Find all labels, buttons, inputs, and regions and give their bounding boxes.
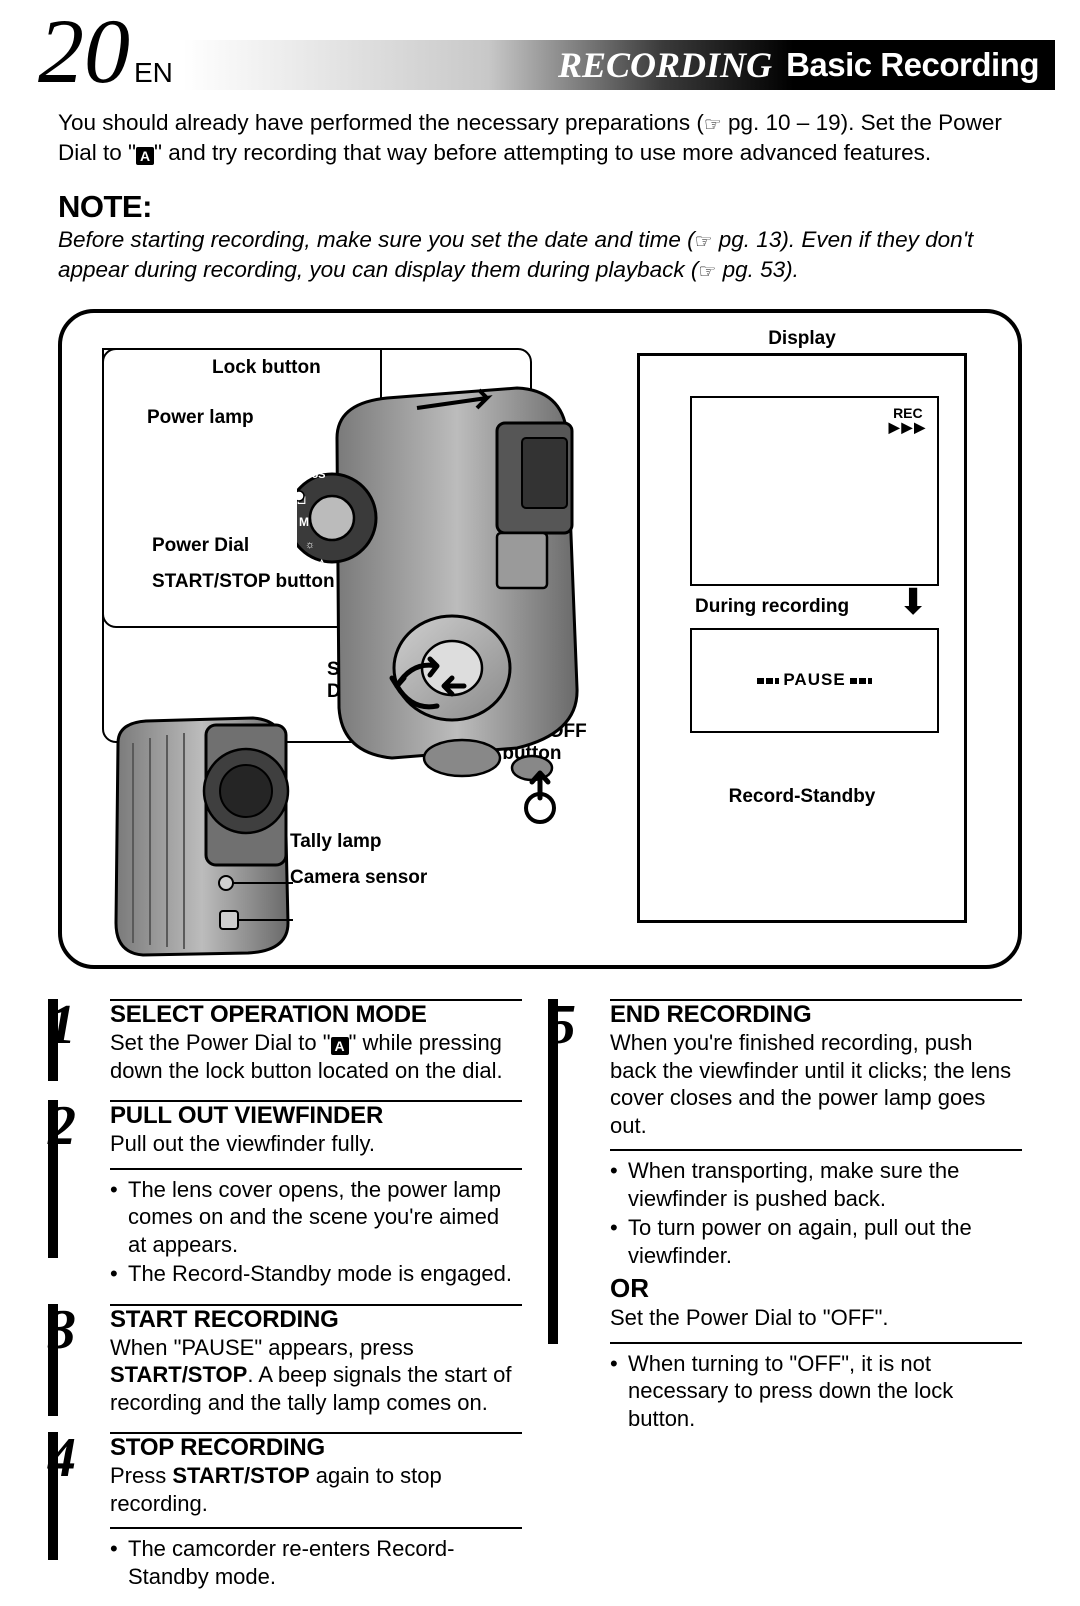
bullet-item: The lens cover opens, the power lamp com… <box>110 1176 522 1259</box>
steps-container: 1 SELECT OPERATION MODE Set the Power Di… <box>0 969 1080 1606</box>
pause-label: PAUSE <box>753 670 875 690</box>
intro-text: You should already have performed the ne… <box>0 108 1080 167</box>
header-subtitle: Basic Recording <box>786 46 1039 84</box>
label-during-recording: During recording <box>695 596 849 618</box>
step-bullets: The camcorder re-enters Record-Standby m… <box>110 1535 522 1590</box>
label-camera-sensor: Camera sensor <box>290 867 427 889</box>
pointer-icon: ☞ <box>695 229 713 255</box>
note-body: Before starting recording, make sure you… <box>0 225 1080 285</box>
label-power-dial: Power Dial <box>152 535 249 557</box>
step-2: 2 PULL OUT VIEWFINDER Pull out the viewf… <box>58 1100 522 1288</box>
bullet-item: When transporting, make sure the viewfin… <box>610 1157 1022 1212</box>
page-number: 20 <box>38 12 130 90</box>
page-lang: EN <box>134 57 173 89</box>
step4-pre: Press <box>110 1463 172 1488</box>
step-number: 1 <box>48 993 76 1057</box>
step-rule <box>110 1168 522 1170</box>
camcorder-front-illustration <box>98 713 298 963</box>
step-body: Set the Power Dial to "A" while pressing… <box>110 1029 522 1084</box>
page-number-wrap: 20 EN <box>38 12 173 90</box>
auto-mode-icon: A <box>331 1037 349 1055</box>
bullet-item: When turning to "OFF", it is not necessa… <box>610 1350 1022 1433</box>
rec-arrows-icon: ▶▶▶ <box>889 419 927 435</box>
ind-arrow-icon <box>510 768 570 828</box>
label-record-standby: Record-Standby <box>640 786 964 808</box>
steps-col-right: 5 END RECORDING When you're finished rec… <box>558 999 1022 1606</box>
step-number: 3 <box>48 1298 76 1362</box>
label-lock-button: Lock button <box>212 357 321 379</box>
svg-text:☼: ☼ <box>305 539 315 551</box>
auto-mode-icon: A <box>136 147 154 165</box>
page-header: 20 EN RECORDING Basic Recording <box>0 0 1080 90</box>
step3-strong: START/STOP <box>110 1362 247 1387</box>
bullet-item: The camcorder re-enters Record-Standby m… <box>110 1535 522 1590</box>
step4-strong: START/STOP <box>172 1463 309 1488</box>
select-dial-arrows-icon <box>382 651 472 721</box>
label-tally-lamp: Tally lamp <box>290 831 382 853</box>
step-body: Pull out the viewfinder fully. <box>110 1130 522 1158</box>
step-bullets: When turning to "OFF", it is not necessa… <box>610 1350 1022 1433</box>
label-power-lamp: Power lamp <box>147 407 254 429</box>
step-heading: START RECORDING <box>110 1304 522 1334</box>
or-heading: OR <box>610 1273 1022 1304</box>
intro-part2: " and try recording that way before atte… <box>154 140 931 165</box>
header-bar: RECORDING Basic Recording <box>183 40 1055 90</box>
down-arrow-icon: ⬇ <box>898 581 928 623</box>
step-4: 4 STOP RECORDING Press START/STOP again … <box>58 1432 522 1590</box>
step-number: 5 <box>548 993 576 1057</box>
step-1: 1 SELECT OPERATION MODE Set the Power Di… <box>58 999 522 1084</box>
step-heading: STOP RECORDING <box>110 1432 522 1462</box>
step-body: Press START/STOP again to stop recording… <box>110 1462 522 1517</box>
or-body: Set the Power Dial to "OFF". <box>610 1304 1022 1332</box>
bullet-item: The Record-Standby mode is engaged. <box>110 1260 522 1288</box>
label-display: Display <box>640 328 964 350</box>
step-number: 4 <box>48 1426 76 1490</box>
step-body: When you're finished recording, push bac… <box>610 1029 1022 1139</box>
intro-part1: You should already have performed the ne… <box>58 110 704 135</box>
note-body1: Before starting recording, make sure you… <box>58 227 695 252</box>
svg-text:M: M <box>299 515 309 529</box>
display-rec-text: REC ▶▶▶ <box>889 406 927 434</box>
step-bullets: The lens cover opens, the power lamp com… <box>110 1176 522 1288</box>
display-screen-standby: PAUSE <box>690 628 939 733</box>
step-number: 2 <box>48 1094 76 1158</box>
step-rule <box>610 1342 1022 1344</box>
display-panel: Display REC ▶▶▶ During recording ⬇ PAUSE… <box>637 353 967 923</box>
svg-text:5S: 5S <box>312 469 325 481</box>
step-heading: SELECT OPERATION MODE <box>110 999 522 1029</box>
note-heading: NOTE: <box>0 167 1080 225</box>
step-heading: PULL OUT VIEWFINDER <box>110 1100 522 1130</box>
note-ref2: pg. 53). <box>716 257 799 282</box>
bullet-item: To turn power on again, pull out the vie… <box>610 1214 1022 1269</box>
display-pause-text: PAUSE <box>692 670 937 690</box>
svg-text:▵: ▵ <box>318 556 325 568</box>
diagram-box: Lock button Power lamp Power Dial START/… <box>58 309 1022 969</box>
steps-col-left: 1 SELECT OPERATION MODE Set the Power Di… <box>58 999 522 1606</box>
display-screen-recording: REC ▶▶▶ <box>690 396 939 586</box>
step-rule <box>110 1527 522 1529</box>
pointer-icon: ☞ <box>704 112 722 138</box>
pointer-icon: ☞ <box>698 259 716 285</box>
step-bullets: When transporting, make sure the viewfin… <box>610 1157 1022 1269</box>
step-rule <box>610 1149 1022 1151</box>
step-body: When "PAUSE" appears, press START/STOP. … <box>110 1334 522 1417</box>
step3-pre: When "PAUSE" appears, press <box>110 1335 414 1360</box>
step-3: 3 START RECORDING When "PAUSE" appears, … <box>58 1304 522 1417</box>
step-5: 5 END RECORDING When you're finished rec… <box>558 999 1022 1432</box>
step-heading: END RECORDING <box>610 999 1022 1029</box>
camcorder-top-illustration: 5S ◻ M ☼ ▵ <box>297 378 597 788</box>
step1-body1: Set the Power Dial to " <box>110 1030 331 1055</box>
header-title: RECORDING <box>558 44 772 86</box>
